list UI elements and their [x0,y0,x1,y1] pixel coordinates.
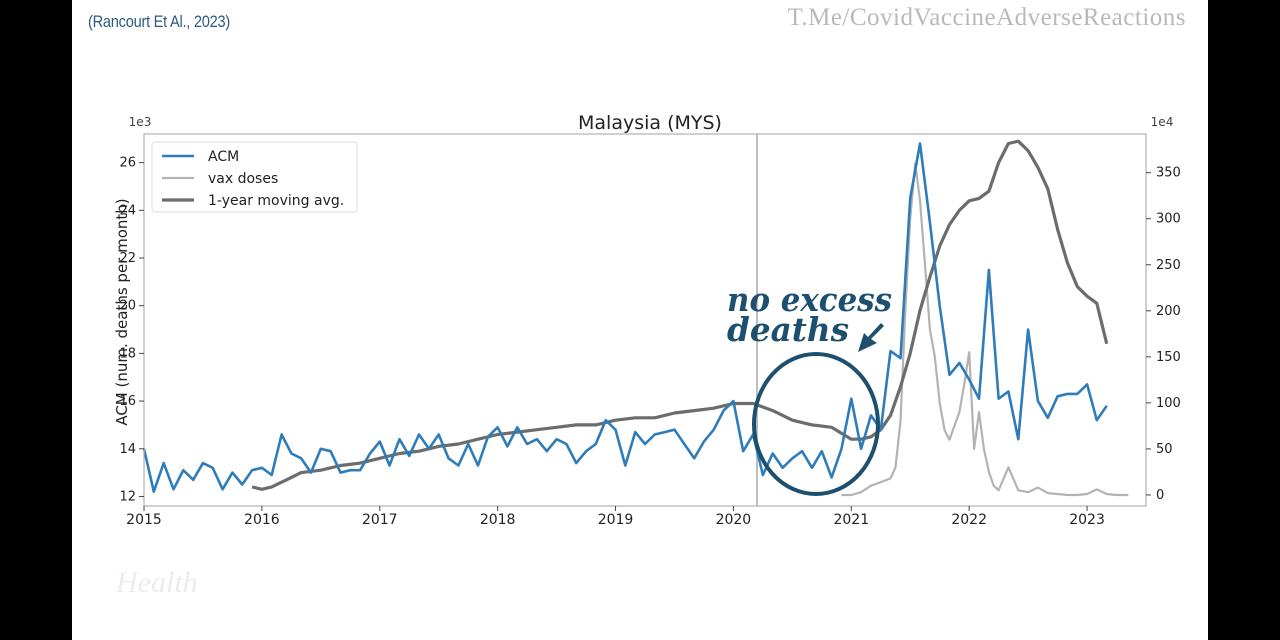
channel-watermark: T.Me/CovidVaccineAdverseReactions [787,4,1186,31]
series-moving-avg-line [251,139,1109,491]
y2-tick-label: 250 [1156,258,1181,273]
channel-logo-watermark: Health [116,566,198,599]
x-tick-label: 2018 [480,512,516,528]
y2-tick-label: 0 [1156,488,1164,503]
y-tick-label: 14 [119,442,136,457]
legend-label-moving-avg: 1-year moving avg. [208,193,344,209]
y2-tick-label: 50 [1156,442,1173,457]
series-vax-doses-line [841,162,1129,497]
legend: ACM vax doses 1-year moving avg. [151,141,358,213]
y2-axis-multiplier: 1e4 [1151,115,1174,129]
legend-box [151,141,358,213]
annotation-arrow-icon [858,323,884,352]
y-axis-label: ACM (num. deaths per month) [113,198,131,425]
x-tick-label: 2022 [951,512,987,528]
y2-tick-label: 150 [1156,350,1181,365]
annotation-line-1: no excess [727,280,892,319]
y-axis-multiplier: 1e3 [129,115,152,129]
y2-tick-label: 100 [1156,396,1181,411]
x-tick-label: 2019 [598,512,634,528]
y-tick-label: 16 [119,394,136,409]
y2-tick-label: 350 [1156,166,1181,181]
annotation-circle [752,352,880,496]
y2-tick-label: 200 [1156,304,1181,319]
plot-frame [143,133,1147,507]
y-tick-label: 22 [119,251,136,266]
annotation-line-2: deaths [727,310,849,349]
x-tick-label: 2020 [716,512,752,528]
x-tick-label: 2016 [244,512,280,528]
x-tick-label: 2021 [833,512,869,528]
citation-text: (Rancourt Et Al., 2023) [88,12,230,31]
y-tick-label: 20 [119,299,136,314]
x-tick-label: 2015 [126,512,162,528]
video-frame: (Rancourt Et Al., 2023) T.Me/CovidVaccin… [72,0,1208,640]
legend-label-acm: ACM [208,149,239,165]
no-excess-deaths-annotation: no excess deaths [727,280,892,496]
y2-tick-label: 300 [1156,212,1181,227]
y-tick-label: 26 [119,156,136,171]
x-tick-label: 2023 [1069,512,1105,528]
legend-label-vax-doses: vax doses [208,171,278,187]
y-tick-label: 24 [119,203,136,218]
y-tick-label: 18 [119,346,136,361]
series-acm-line [142,142,1108,494]
x-tick-label: 2017 [362,512,398,528]
y-tick-label: 12 [119,489,136,504]
chart-title: Malaysia (MYS) [578,112,722,134]
